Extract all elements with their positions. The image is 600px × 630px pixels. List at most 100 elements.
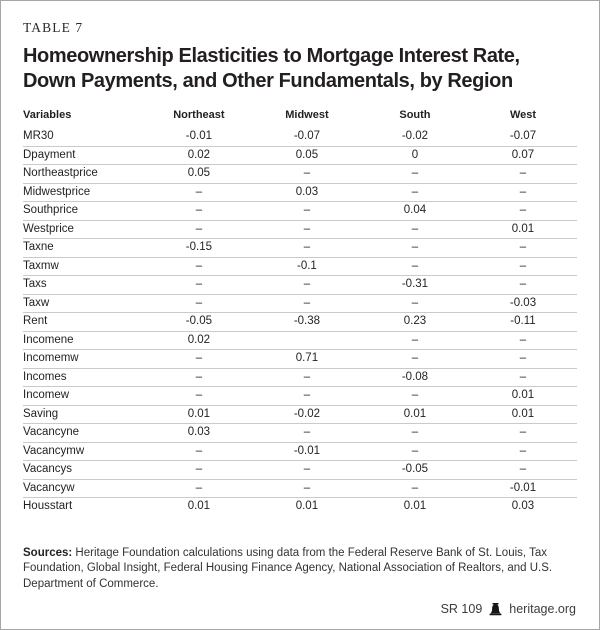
variable-cell: Saving	[23, 407, 59, 420]
value-cell: –	[195, 389, 203, 401]
table-row: Taxw – – – -0.03	[23, 294, 577, 313]
table-row: Saving 0.01 -0.02 0.01 0.01	[23, 405, 577, 424]
variable-cell: Westprice	[23, 222, 74, 235]
value-cell: –	[519, 426, 527, 438]
value-cell: –	[195, 222, 203, 235]
value-cell: -0.02	[293, 407, 321, 420]
table-row: Northeastprice 0.05 – – –	[23, 165, 577, 183]
value-cell: –	[195, 481, 203, 494]
value-cell: 0.01	[187, 500, 211, 512]
sources-text: Heritage Foundation calculations using d…	[23, 546, 553, 591]
value-cell: –	[195, 185, 203, 198]
value-cell: 0.71	[295, 352, 319, 364]
value-cell: –	[519, 370, 527, 383]
column-header: Northeast	[173, 109, 225, 121]
table-row: Southprice – – 0.04 –	[23, 202, 577, 220]
value-cell: –	[303, 167, 311, 179]
value-cell: –	[519, 167, 527, 179]
table-row: Vacancys – – -0.05 –	[23, 461, 577, 479]
table-row: Incomes – – -0.08 –	[23, 368, 577, 387]
column-header: Midwest	[285, 109, 329, 121]
variable-cell: Northeastprice	[23, 167, 98, 179]
table-title: Homeownership Elasticities to Mortgage I…	[23, 45, 520, 92]
value-cell: –	[411, 352, 419, 364]
table-row: Vacancymw – -0.01 – –	[23, 442, 577, 461]
value-cell: -0.01	[509, 481, 537, 494]
value-cell: -0.07	[509, 130, 537, 142]
value-cell: –	[195, 204, 203, 216]
value-cell: –	[519, 444, 527, 457]
column-header: West	[509, 109, 537, 121]
value-cell: -0.15	[185, 241, 212, 253]
value-cell: –	[411, 222, 419, 235]
variable-cell: Southprice	[23, 204, 78, 216]
table-number-label: TABLE 7	[23, 20, 84, 35]
header-row: Variables Northeast Midwest South West	[23, 109, 577, 128]
table-row: Taxne -0.15 – – –	[23, 239, 577, 257]
variable-cell: Vacancys	[23, 463, 73, 475]
value-cell: 0.23	[403, 315, 427, 327]
value-cell: -0.05	[401, 463, 429, 475]
heritage-bell-icon	[488, 602, 503, 616]
value-cell: –	[303, 389, 311, 401]
value-cell: 0.03	[511, 500, 535, 512]
value-cell: –	[303, 370, 311, 383]
value-cell: –	[519, 463, 527, 475]
value-cell: –	[195, 370, 203, 383]
column-header: Variables	[23, 109, 72, 121]
value-cell: –	[411, 444, 419, 457]
value-cell: -0.01	[185, 130, 212, 142]
value-cell: –	[303, 278, 311, 290]
table-row: Rent -0.05 -0.38 0.23 -0.11	[23, 313, 577, 331]
table-row: Dpayment 0.02 0.05 0 0.07	[23, 146, 577, 165]
value-cell: -0.1	[297, 259, 317, 272]
value-cell: 0.01	[511, 222, 535, 235]
variable-cell: Midwestprice	[23, 185, 91, 198]
value-cell: 0.03	[295, 185, 319, 198]
table-row: Westprice – – – 0.01	[23, 220, 577, 239]
site-url: heritage.org	[509, 602, 576, 616]
value-cell: -0.08	[401, 370, 429, 383]
variable-cell: Taxw	[23, 296, 50, 309]
report-id: SR 109	[440, 602, 483, 616]
variable-cell: Vacancymw	[23, 444, 85, 457]
value-cell: -0.31	[401, 278, 429, 290]
sources-label: Sources:	[23, 546, 73, 559]
table-row: Midwestprice – 0.03 – –	[23, 183, 577, 202]
table-row: Incomemw – 0.71 – –	[23, 350, 577, 368]
table-row: Vacancyne 0.03 – – –	[23, 424, 577, 442]
value-cell: -0.03	[509, 296, 537, 309]
value-cell: –	[519, 185, 527, 198]
variable-cell: Vacancyw	[23, 481, 75, 494]
value-cell: -0.05	[185, 315, 212, 327]
variable-cell: Incomes	[23, 370, 67, 383]
value-cell: –	[303, 222, 311, 235]
value-cell: –	[411, 167, 419, 179]
value-cell: 0.04	[403, 204, 427, 216]
value-cell: -0.38	[293, 315, 321, 327]
value-cell: 0.07	[511, 148, 535, 161]
table-row: Taxmw – -0.1 – –	[23, 257, 577, 276]
column-header: South	[399, 109, 431, 121]
value-cell: –	[411, 241, 419, 253]
value-cell: –	[303, 426, 311, 438]
table-row: Taxs – – -0.31 –	[23, 276, 577, 294]
variable-cell: Incomene	[23, 333, 74, 346]
variable-cell: Incomew	[23, 389, 70, 401]
value-cell: 0	[411, 148, 419, 161]
table-row: Vacancyw – – – -0.01	[23, 479, 577, 498]
value-cell: –	[411, 185, 419, 198]
value-cell: –	[195, 278, 203, 290]
variable-cell: MR30	[23, 130, 54, 142]
value-cell: 0.01	[295, 500, 319, 512]
value-cell: –	[303, 204, 311, 216]
variable-cell: Taxne	[23, 241, 54, 253]
value-cell: –	[411, 481, 419, 494]
value-cell: -0.02	[401, 130, 429, 142]
value-cell: 0.01	[511, 407, 535, 420]
value-cell: -0.01	[293, 444, 321, 457]
value-cell: 0.01	[403, 407, 427, 420]
value-cell: –	[303, 241, 311, 253]
value-cell: –	[411, 389, 419, 401]
value-cell: –	[195, 352, 203, 364]
